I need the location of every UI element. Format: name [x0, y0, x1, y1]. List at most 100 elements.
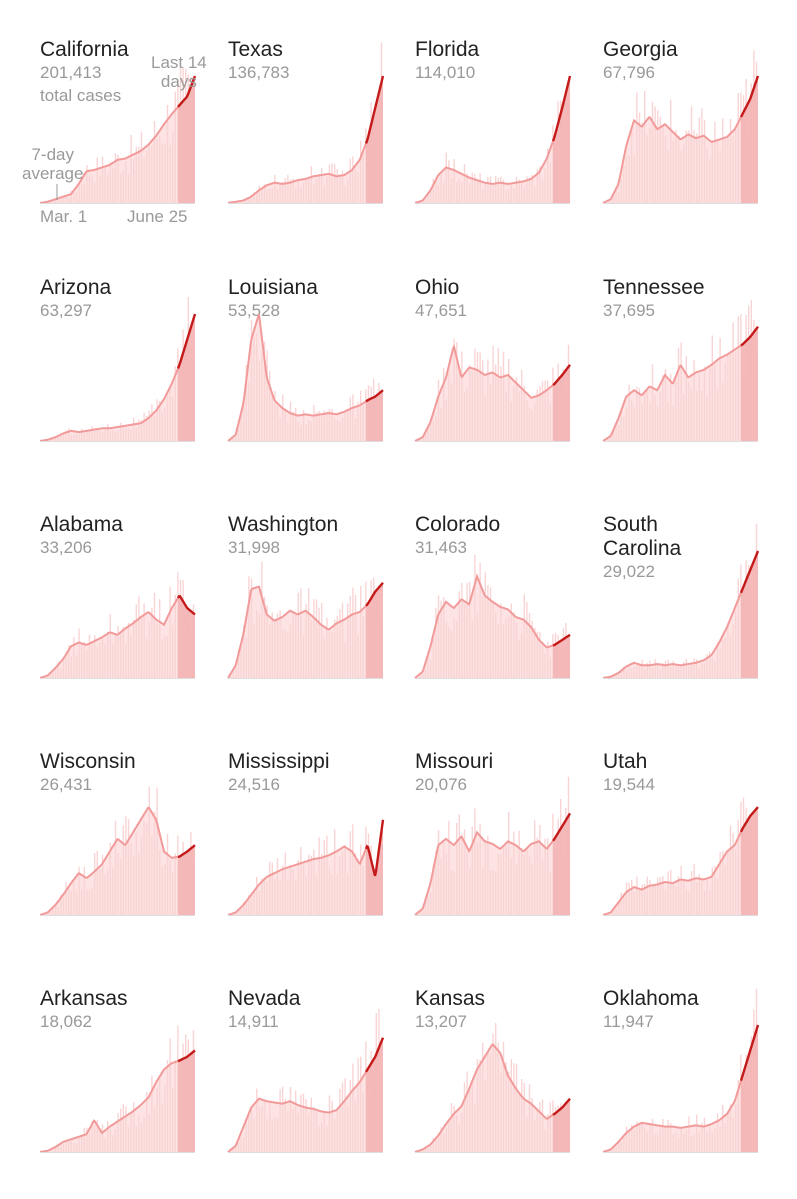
daily-case-bar [65, 1140, 67, 1152]
daily-case-bar [641, 659, 643, 678]
daily-case-bar [135, 146, 137, 203]
daily-case-bar [518, 179, 520, 203]
last-14-days-region [553, 76, 570, 203]
daily-case-bar [714, 121, 716, 203]
daily-case-bar [547, 380, 549, 441]
daily-case-bar [487, 585, 489, 678]
daily-case-bar [172, 396, 174, 441]
daily-case-bar [521, 1079, 523, 1152]
daily-case-bar [101, 854, 104, 915]
total-cases: 14,911 [228, 1012, 279, 1031]
daily-case-bar [709, 890, 711, 915]
daily-case-bar [620, 411, 622, 441]
daily-case-bar [127, 622, 130, 678]
recent-average-line [739, 75, 760, 118]
daily-case-bar [86, 165, 88, 203]
daily-case-bar [515, 1063, 518, 1152]
daily-case-bar [450, 1103, 453, 1152]
daily-case-bar [362, 153, 364, 203]
daily-case-bar [469, 1089, 471, 1152]
daily-case-bar [339, 1088, 341, 1152]
daily-case-bar [737, 820, 739, 915]
daily-case-bar [360, 140, 362, 203]
daily-case-bar [735, 849, 737, 915]
daily-case-bar [308, 1113, 310, 1152]
daily-case-bar [471, 621, 473, 678]
daily-case-bar [235, 911, 237, 915]
daily-case-bar [740, 314, 742, 441]
daily-case-bar [352, 156, 354, 203]
daily-case-bar [536, 169, 538, 203]
daily-case-bar [476, 842, 479, 915]
daily-case-bar [310, 166, 312, 203]
daily-case-bar [297, 422, 299, 441]
daily-case-bar [91, 175, 93, 203]
daily-case-bar [732, 322, 734, 441]
daily-case-bar [177, 348, 179, 441]
daily-case-bar [151, 145, 153, 203]
daily-case-bar [526, 602, 528, 678]
daily-case-bar [365, 1041, 367, 1152]
daily-case-bar [114, 634, 117, 678]
last-14-days-region [178, 845, 195, 915]
daily-case-bar [73, 434, 75, 441]
daily-case-bar [101, 156, 104, 203]
daily-case-bar [151, 608, 153, 678]
daily-case-bar [153, 121, 156, 203]
daily-case-bar [515, 622, 518, 678]
daily-case-bar [680, 342, 682, 441]
daily-case-bar [159, 599, 161, 678]
daily-case-bar [172, 625, 174, 678]
state-trend-chart [602, 797, 759, 916]
daily-case-bar [274, 1117, 276, 1152]
daily-case-bar [81, 1134, 83, 1152]
daily-case-bar [83, 866, 85, 915]
daily-case-bar [266, 881, 268, 915]
daily-case-bar [610, 435, 612, 441]
daily-case-bar [709, 158, 711, 203]
daily-case-bar [172, 872, 174, 915]
state-name: Missouri [415, 750, 494, 773]
daily-case-bar [437, 185, 440, 203]
daily-case-bar [300, 425, 302, 441]
daily-case-bar [638, 663, 641, 678]
daily-case-bar [362, 405, 364, 441]
daily-case-bar [52, 1149, 54, 1152]
total-cases: 18,062 [40, 1012, 92, 1031]
daily-case-bar [365, 826, 367, 915]
state-name: Oklahoma [603, 987, 699, 1010]
daily-case-bar [68, 1141, 70, 1152]
daily-case-bar [659, 1127, 661, 1152]
daily-case-bar [253, 623, 255, 678]
daily-case-bar [618, 673, 620, 678]
daily-case-bar [114, 153, 117, 203]
daily-case-bar [458, 179, 460, 203]
daily-case-bar [70, 891, 72, 915]
daily-case-bar [672, 1134, 674, 1152]
daily-case-bar [698, 374, 700, 441]
daily-case-bar [321, 1122, 323, 1152]
daily-case-bar [81, 183, 83, 203]
daily-case-bar [276, 613, 279, 678]
total-cases-caption: total cases [40, 86, 122, 105]
daily-case-bar [654, 1133, 656, 1152]
daily-case-bar [654, 106, 656, 203]
daily-case-bar [549, 403, 551, 441]
daily-case-bar [331, 1100, 333, 1152]
daily-case-bar [336, 874, 338, 915]
daily-case-bar [122, 825, 124, 915]
daily-case-bar [541, 180, 544, 203]
daily-case-bar [450, 870, 453, 915]
daily-case-bar [101, 639, 104, 678]
daily-case-bar [430, 1145, 432, 1152]
daily-case-bar [365, 389, 367, 441]
daily-case-bar [159, 136, 161, 203]
daily-case-bar [631, 400, 633, 441]
daily-case-bar [143, 603, 145, 678]
daily-case-bar [344, 1078, 346, 1152]
daily-case-bar [547, 642, 549, 678]
daily-case-bar [528, 1084, 531, 1152]
state-trend-chart [602, 50, 760, 204]
recent-average-line [364, 819, 385, 877]
daily-case-bar [302, 410, 305, 441]
